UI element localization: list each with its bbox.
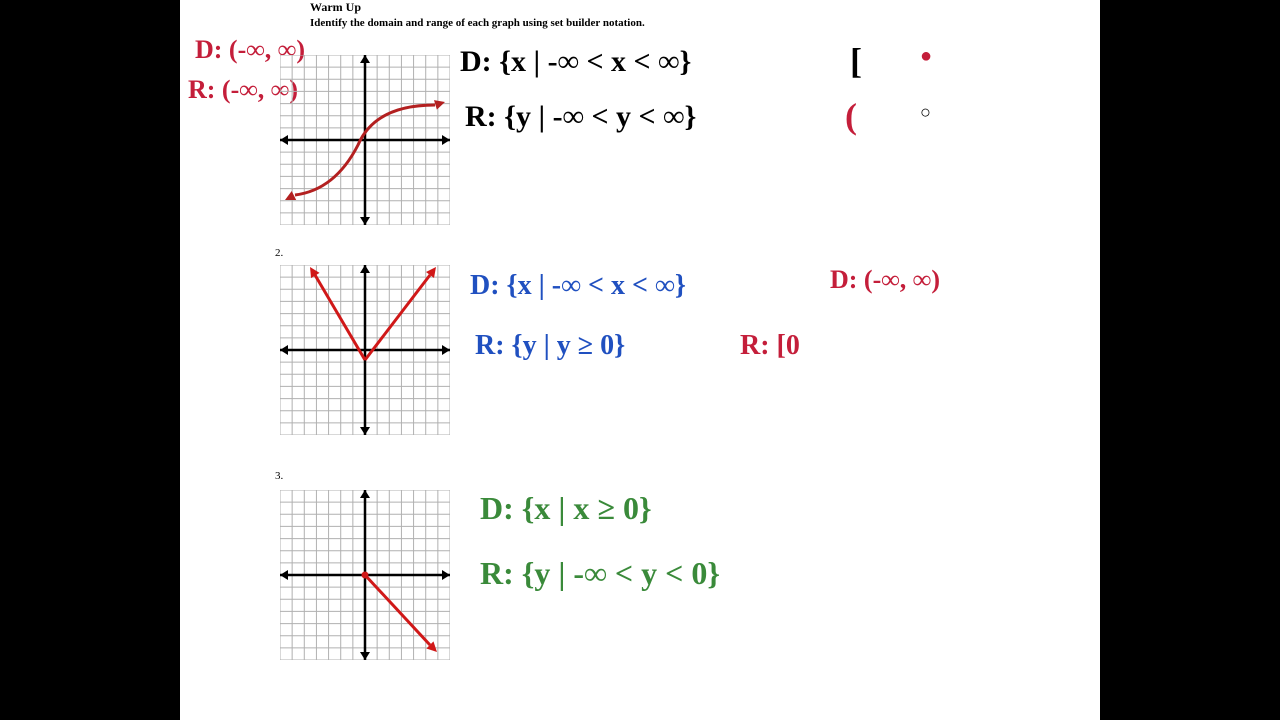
open-dot: ○ [920, 102, 931, 123]
p2-interval-d: D: (-∞, ∞) [830, 265, 940, 295]
graph-1 [280, 55, 450, 225]
p3-set-d: D: {x | x ≥ 0} [480, 490, 652, 527]
paren-symbol: ( [845, 95, 857, 137]
p2-interval-r: R: [0 [740, 330, 800, 362]
p2-set-d: D: {x | -∞ < x < ∞} [470, 270, 686, 302]
grid-2-svg [280, 265, 450, 435]
worksheet-page: Warm Up Identify the domain and range of… [180, 0, 1100, 720]
p2-set-r: R: {y | y ≥ 0} [475, 330, 625, 362]
problem-2-label: 2. [275, 247, 283, 259]
bracket-symbol: [ [850, 40, 862, 82]
p1-set-d: D: {x | -∞ < x < ∞} [460, 45, 691, 79]
instructions: Identify the domain and range of each gr… [310, 16, 645, 30]
grid-3-svg [280, 490, 450, 660]
filled-dot: ● [920, 45, 932, 68]
p1-set-r: R: {y | -∞ < y < ∞} [465, 100, 696, 134]
title: Warm Up [310, 0, 645, 16]
graph-2 [280, 265, 450, 435]
p3-set-r: R: {y | -∞ < y < 0} [480, 555, 720, 592]
graph-3 [280, 490, 450, 660]
grid-1-svg [280, 55, 450, 225]
header-block: Warm Up Identify the domain and range of… [310, 0, 645, 30]
problem-3-label: 3. [275, 470, 283, 482]
